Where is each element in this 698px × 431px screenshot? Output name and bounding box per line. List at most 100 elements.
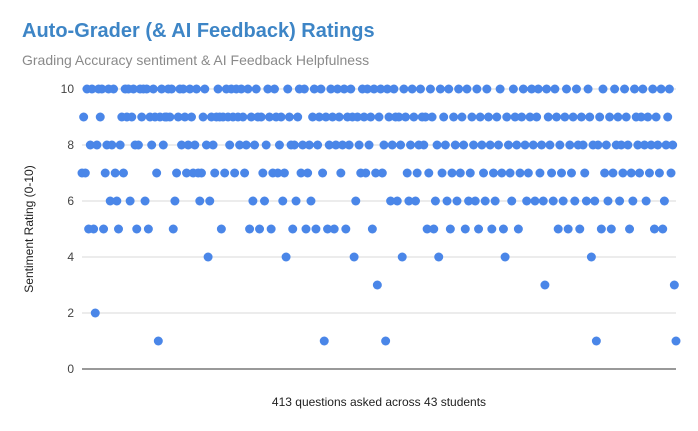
data-point [419, 140, 429, 150]
data-point [610, 84, 620, 94]
y-axis-label: Sentiment Rating (0-10) [22, 165, 36, 292]
data-point [432, 140, 442, 150]
data-point [407, 84, 417, 94]
data-point [200, 84, 210, 94]
data-point [666, 168, 676, 178]
data-point [581, 196, 591, 206]
data-point [558, 196, 568, 206]
data-point [659, 196, 669, 206]
data-point [354, 140, 364, 150]
data-point [396, 140, 406, 150]
data-point [533, 84, 543, 94]
data-point [371, 168, 381, 178]
data-point [475, 112, 485, 122]
data-point [623, 140, 633, 150]
data-point [649, 224, 659, 234]
data-point [618, 168, 628, 178]
data-point [563, 224, 573, 234]
data-point [147, 140, 157, 150]
data-point [97, 84, 107, 94]
data-point [636, 112, 646, 122]
data-point [552, 112, 562, 122]
data-point [152, 168, 162, 178]
y-tick-label: 6 [67, 194, 74, 208]
data-point [663, 112, 673, 122]
data-point [180, 112, 190, 122]
data-point [605, 112, 615, 122]
data-point [235, 140, 245, 150]
data-point [241, 140, 251, 150]
data-point [615, 196, 625, 206]
data-point [460, 224, 470, 234]
data-point [490, 196, 500, 206]
data-point [148, 84, 158, 94]
data-point [318, 168, 328, 178]
data-point [321, 112, 331, 122]
data-point [520, 140, 530, 150]
data-point [250, 140, 260, 150]
data-point [545, 140, 555, 150]
data-point [140, 196, 150, 206]
data-point [118, 168, 128, 178]
data-point [110, 168, 120, 178]
data-point [424, 168, 434, 178]
data-point [298, 140, 308, 150]
data-point [177, 140, 187, 150]
data-point [195, 196, 205, 206]
data-point [669, 280, 679, 290]
data-point [301, 224, 311, 234]
data-point [595, 112, 605, 122]
data-point [616, 140, 626, 150]
data-point [430, 196, 440, 206]
data-point [440, 140, 450, 150]
data-point [165, 112, 175, 122]
y-tick-label: 10 [61, 82, 75, 96]
data-point [505, 168, 515, 178]
data-point [376, 84, 386, 94]
data-point [639, 140, 649, 150]
data-point [125, 196, 135, 206]
data-point [99, 224, 109, 234]
data-point [346, 84, 356, 94]
data-point [304, 140, 314, 150]
data-point [664, 84, 674, 94]
data-point [269, 84, 279, 94]
data-point [561, 84, 571, 94]
data-point [288, 224, 298, 234]
data-point [485, 140, 495, 150]
data-point [170, 196, 180, 206]
data-point [284, 112, 294, 122]
data-point [409, 112, 419, 122]
data-point [115, 140, 125, 150]
data-point [236, 84, 246, 94]
data-point [575, 224, 585, 234]
data-point [500, 252, 510, 262]
y-tick-label: 4 [67, 250, 74, 264]
data-point [603, 196, 613, 206]
data-point [411, 196, 420, 206]
data-point [260, 196, 270, 206]
data-point [208, 140, 218, 150]
data-point [487, 224, 497, 234]
data-point [80, 168, 90, 178]
data-point [143, 224, 153, 234]
data-point [648, 84, 658, 94]
data-point [258, 168, 268, 178]
data-point [560, 112, 570, 122]
data-point [183, 140, 193, 150]
data-point [248, 196, 258, 206]
data-point [543, 112, 553, 122]
chart-subtitle: Grading Accuracy sentiment & AI Feedback… [22, 52, 370, 68]
data-point [507, 196, 517, 206]
data-point [314, 112, 324, 122]
data-point [547, 168, 557, 178]
data-point [264, 112, 274, 122]
data-point [157, 84, 167, 94]
data-point [158, 140, 168, 150]
data-point [427, 112, 437, 122]
data-point [333, 84, 343, 94]
data-point [596, 224, 606, 234]
data-point [515, 168, 525, 178]
data-point [447, 168, 457, 178]
